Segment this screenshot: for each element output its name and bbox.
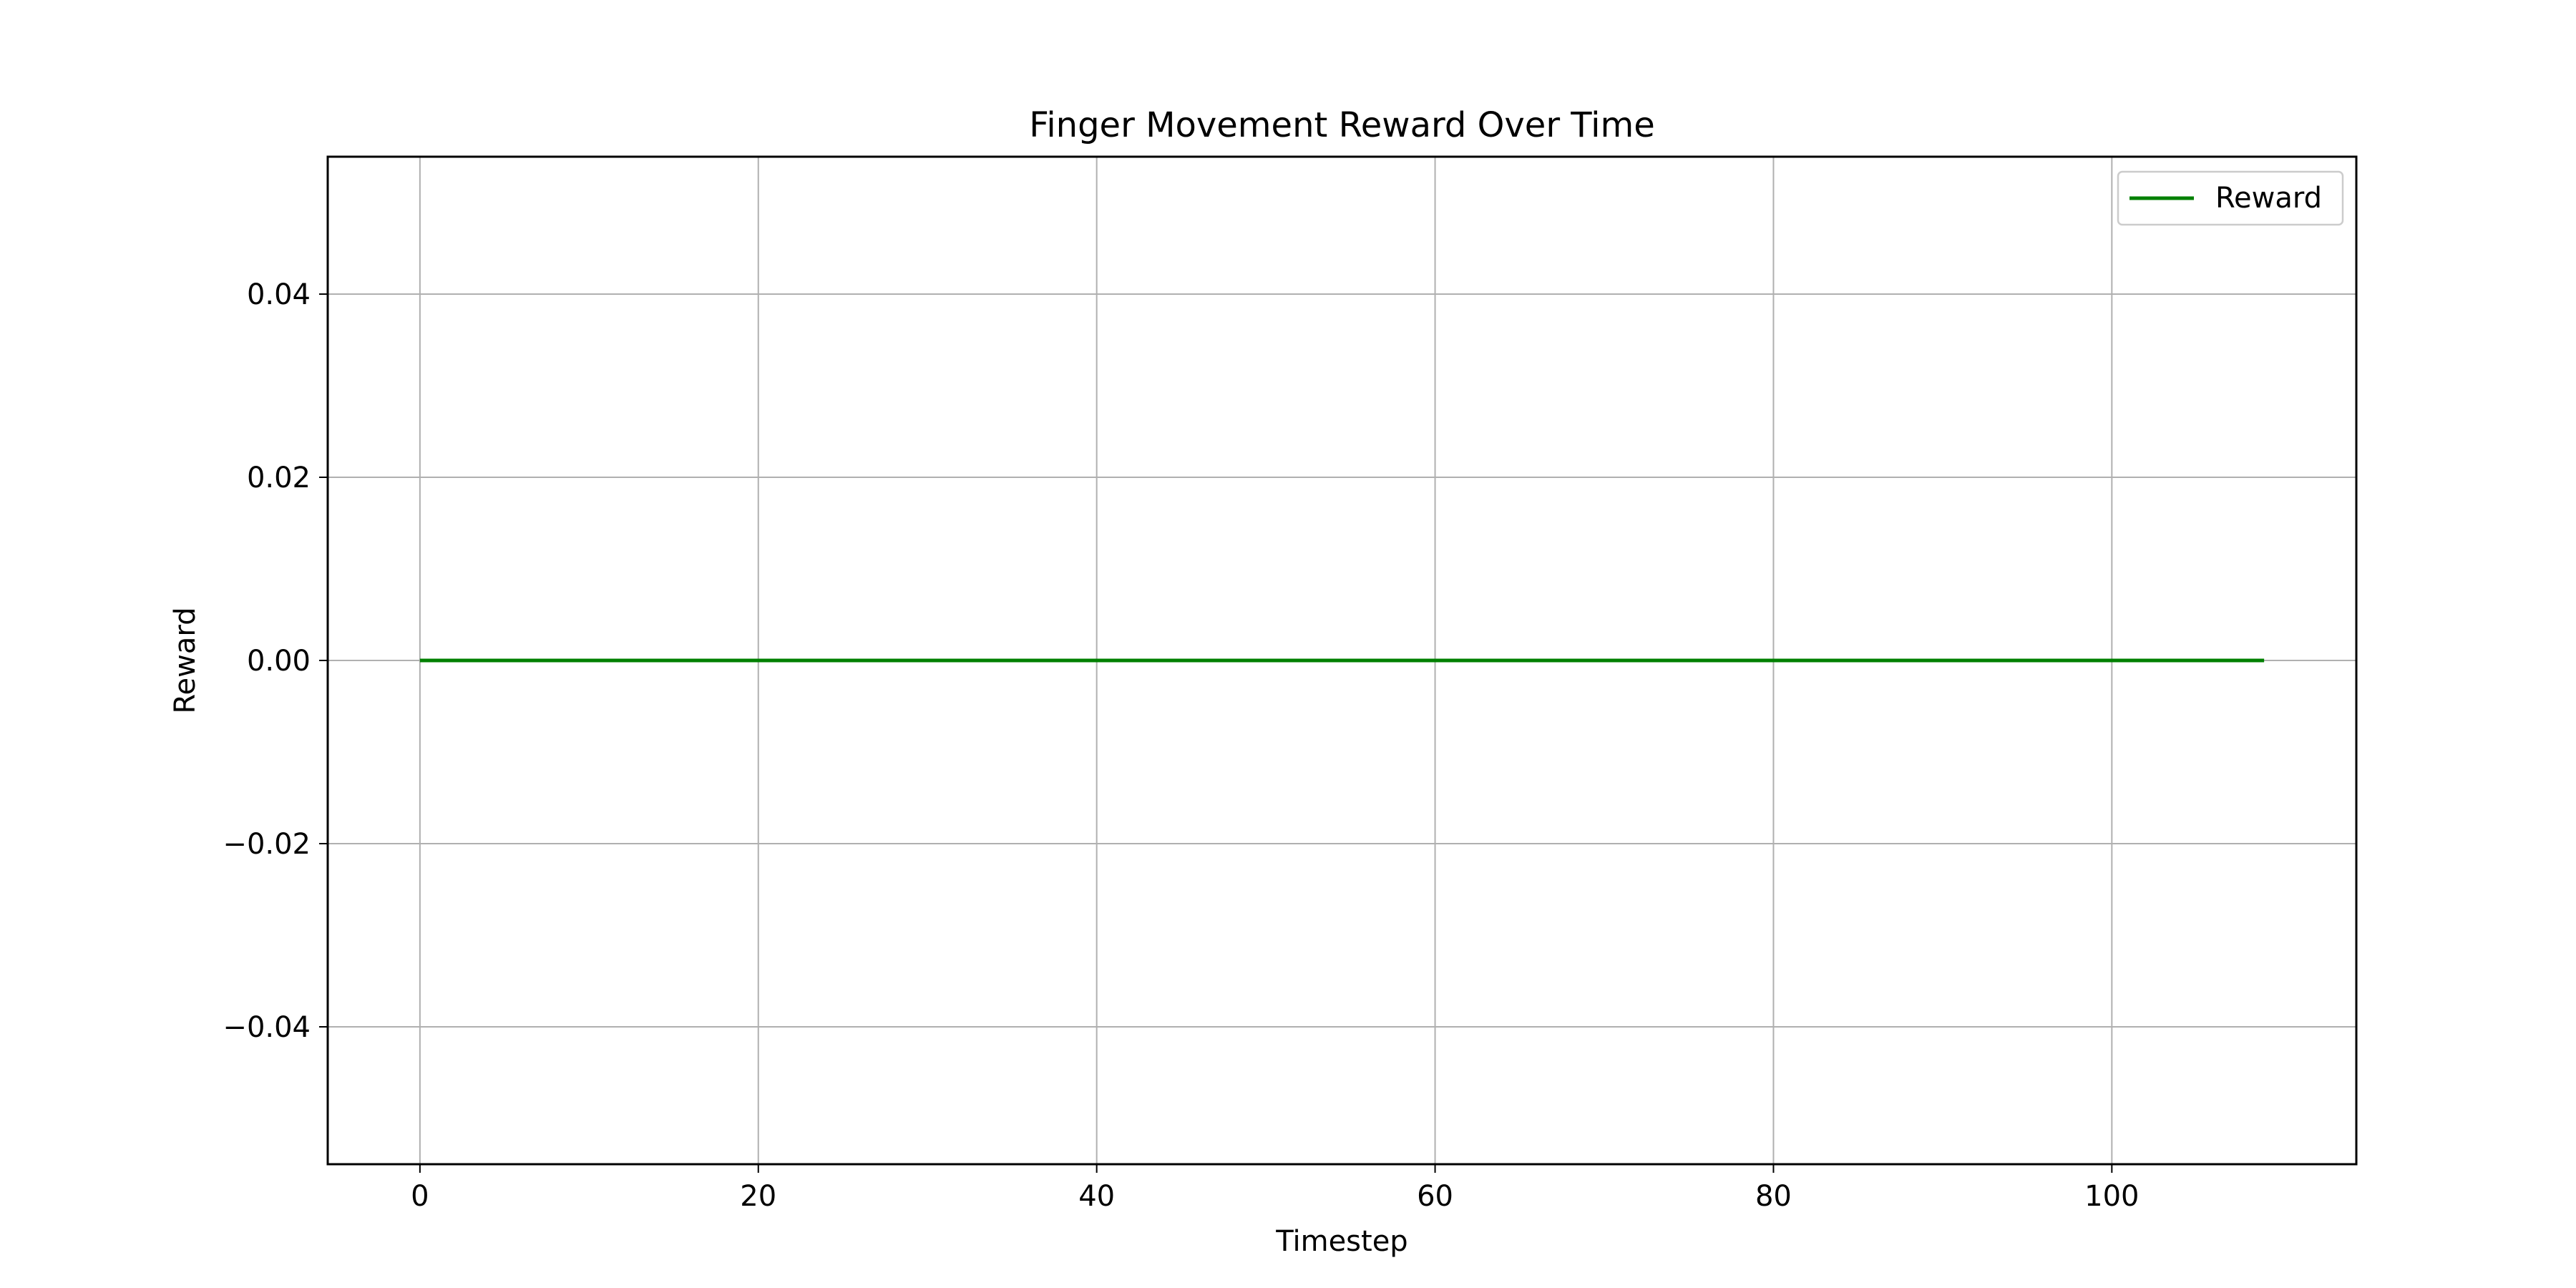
y-tick-label: 0.02	[247, 462, 311, 494]
x-tick-label: 0	[411, 1180, 429, 1213]
x-tick-label: 40	[1078, 1180, 1115, 1213]
y-tick-label: 0.00	[247, 645, 311, 678]
y-tick-label: −0.02	[223, 828, 311, 861]
legend: Reward	[2117, 170, 2344, 226]
legend-box	[2117, 170, 2344, 226]
y-tick-label: 0.04	[247, 278, 311, 311]
x-axis-title: Timestep	[1275, 1225, 1407, 1258]
x-tick-label: 80	[1755, 1180, 1792, 1213]
chart-title: Finger Movement Reward Over Time	[1029, 105, 1655, 145]
x-tick-label: 100	[2084, 1180, 2139, 1213]
y-axis-title: Reward	[169, 608, 202, 714]
axis-ticks: 0 20 40 60 80 100 −0.04 −0.02 0.00 0.02 0.04	[223, 278, 2139, 1213]
legend-label-reward: Reward	[2215, 182, 2322, 215]
y-tick-label: −0.04	[223, 1011, 311, 1044]
x-tick-label: 20	[740, 1180, 776, 1213]
x-tick-label: 60	[1417, 1180, 1453, 1213]
